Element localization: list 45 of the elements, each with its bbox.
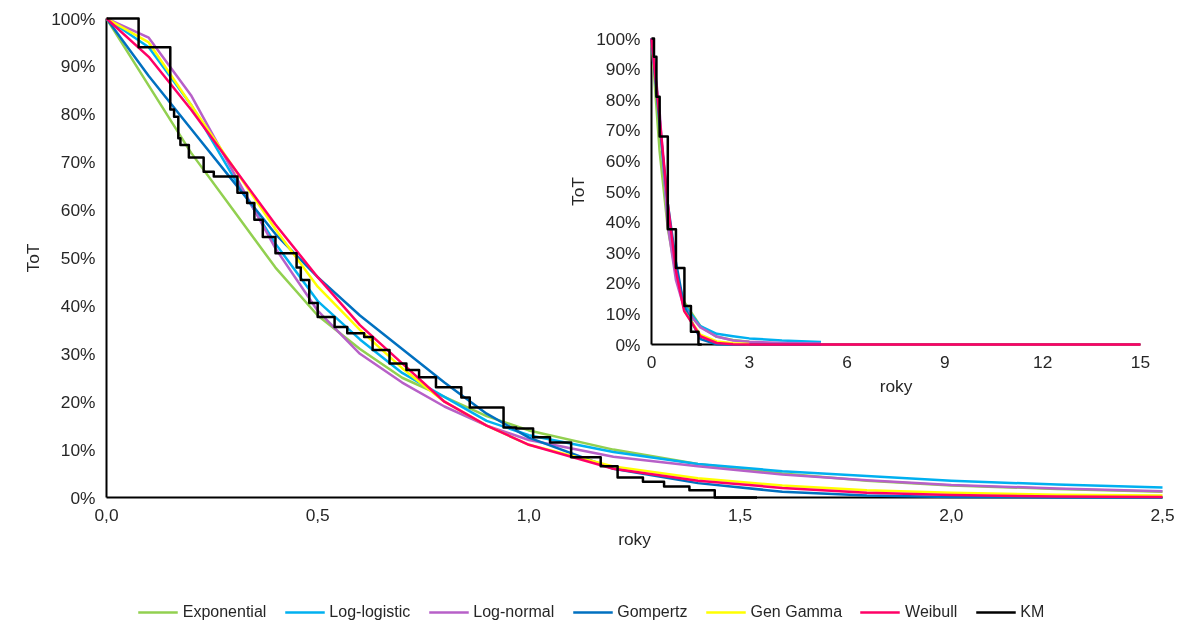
y-tick-label: 30% — [605, 242, 641, 263]
legend-label: Exponential — [182, 603, 267, 621]
y-tick-label: 20% — [60, 391, 96, 412]
y-tick-label: 100% — [596, 28, 641, 49]
x-tick-label: 3 — [744, 351, 755, 372]
x-tick-label: 0,0 — [94, 504, 119, 525]
x-tick-label: 12 — [1033, 351, 1053, 372]
legend-label: Gompertz — [617, 603, 688, 621]
y-tick-label: 40% — [605, 212, 641, 233]
y-tick-label: 80% — [60, 104, 96, 125]
y-tick-label: 0% — [615, 334, 641, 355]
x-tick-label: 2,5 — [1150, 504, 1175, 525]
x-tick-label: 1,0 — [516, 504, 541, 525]
legend-label: Weibull — [905, 603, 958, 621]
y-tick-label: 70% — [605, 120, 641, 141]
x-axis-title: roky — [879, 375, 913, 396]
y-tick-label: 60% — [60, 200, 96, 221]
y-tick-label: 50% — [60, 248, 96, 268]
y-tick-label: 10% — [60, 439, 96, 460]
y-axis-title: ToT — [23, 243, 44, 273]
y-tick-label: 100% — [51, 8, 96, 29]
x-tick-label: 9 — [940, 351, 950, 372]
legend-label: Log-logistic — [329, 603, 411, 621]
y-tick-label: 10% — [605, 303, 641, 324]
x-tick-label: 2,0 — [939, 504, 964, 525]
y-tick-label: 90% — [605, 59, 641, 80]
x-tick-label: 6 — [842, 351, 852, 372]
y-tick-label: 50% — [605, 181, 641, 202]
legend-label: Log-normal — [473, 603, 555, 621]
y-tick-label: 90% — [60, 56, 96, 77]
x-tick-label: 1,5 — [728, 504, 753, 525]
legend-label: KM — [1020, 603, 1045, 621]
y-tick-label: 40% — [60, 295, 96, 316]
y-tick-label: 70% — [60, 152, 96, 173]
y-tick-label: 30% — [60, 343, 96, 364]
x-tick-label: 15 — [1130, 351, 1151, 372]
x-axis-title: roky — [618, 528, 652, 549]
y-tick-label: 0% — [70, 487, 96, 508]
y-tick-label: 80% — [605, 89, 641, 110]
y-tick-label: 60% — [605, 150, 641, 171]
x-tick-label: 0 — [646, 351, 657, 372]
x-tick-label: 0,5 — [305, 504, 330, 525]
y-tick-label: 20% — [605, 273, 641, 294]
y-axis-title: ToT — [568, 176, 589, 206]
legend-label: Gen Gamma — [750, 603, 843, 621]
